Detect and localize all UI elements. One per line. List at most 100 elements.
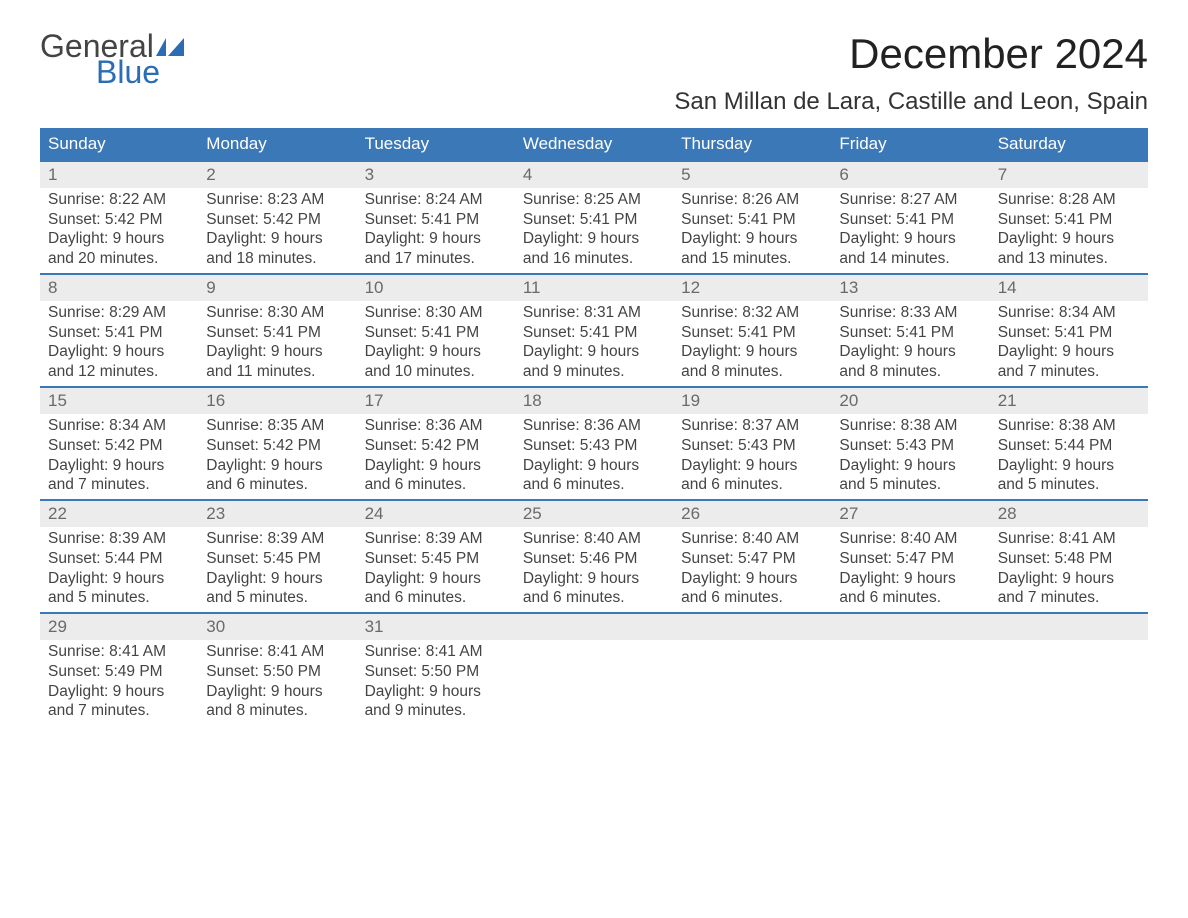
day-number: 13 <box>831 275 989 301</box>
day-number: 31 <box>357 614 515 640</box>
daylight-line-1: Daylight: 9 hours <box>48 342 190 362</box>
daylight-line-2: and 6 minutes. <box>206 475 348 495</box>
sunset-line: Sunset: 5:48 PM <box>998 549 1140 569</box>
daylight-line-1: Daylight: 9 hours <box>206 569 348 589</box>
day-number <box>831 614 989 640</box>
day-header: Thursday <box>673 128 831 160</box>
day-cell: Sunrise: 8:39 AMSunset: 5:45 PMDaylight:… <box>357 527 515 612</box>
daynum-row: 891011121314 <box>40 275 1148 301</box>
day-number: 16 <box>198 388 356 414</box>
sunrise-line: Sunrise: 8:39 AM <box>48 529 190 549</box>
day-number: 17 <box>357 388 515 414</box>
day-header: Tuesday <box>357 128 515 160</box>
daylight-line-1: Daylight: 9 hours <box>998 456 1140 476</box>
day-cell: Sunrise: 8:25 AMSunset: 5:41 PMDaylight:… <box>515 188 673 273</box>
day-cell: Sunrise: 8:34 AMSunset: 5:42 PMDaylight:… <box>40 414 198 499</box>
day-cell: Sunrise: 8:39 AMSunset: 5:45 PMDaylight:… <box>198 527 356 612</box>
day-number <box>515 614 673 640</box>
daylight-line-2: and 16 minutes. <box>523 249 665 269</box>
day-cell: Sunrise: 8:40 AMSunset: 5:46 PMDaylight:… <box>515 527 673 612</box>
day-number: 5 <box>673 162 831 188</box>
sunrise-line: Sunrise: 8:31 AM <box>523 303 665 323</box>
daylight-line-2: and 9 minutes. <box>365 701 507 721</box>
day-cell: Sunrise: 8:40 AMSunset: 5:47 PMDaylight:… <box>831 527 989 612</box>
day-cell: Sunrise: 8:35 AMSunset: 5:42 PMDaylight:… <box>198 414 356 499</box>
daylight-line-2: and 5 minutes. <box>48 588 190 608</box>
day-number: 8 <box>40 275 198 301</box>
day-number: 1 <box>40 162 198 188</box>
day-cell: Sunrise: 8:41 AMSunset: 5:48 PMDaylight:… <box>990 527 1148 612</box>
daynum-row: 1234567 <box>40 162 1148 188</box>
day-header: Saturday <box>990 128 1148 160</box>
day-cell: Sunrise: 8:38 AMSunset: 5:43 PMDaylight:… <box>831 414 989 499</box>
sunset-line: Sunset: 5:50 PM <box>206 662 348 682</box>
daylight-line-2: and 6 minutes. <box>839 588 981 608</box>
daylight-line-2: and 13 minutes. <box>998 249 1140 269</box>
day-cell: Sunrise: 8:39 AMSunset: 5:44 PMDaylight:… <box>40 527 198 612</box>
sunrise-line: Sunrise: 8:40 AM <box>681 529 823 549</box>
day-number: 15 <box>40 388 198 414</box>
sunrise-line: Sunrise: 8:29 AM <box>48 303 190 323</box>
daylight-line-2: and 10 minutes. <box>365 362 507 382</box>
calendar: SundayMondayTuesdayWednesdayThursdayFrid… <box>40 128 1148 725</box>
week: 1234567Sunrise: 8:22 AMSunset: 5:42 PMDa… <box>40 160 1148 273</box>
daylight-line-2: and 11 minutes. <box>206 362 348 382</box>
sunrise-line: Sunrise: 8:33 AM <box>839 303 981 323</box>
day-number: 4 <box>515 162 673 188</box>
daylight-line-2: and 8 minutes. <box>839 362 981 382</box>
sunrise-line: Sunrise: 8:36 AM <box>523 416 665 436</box>
daynum-row: 22232425262728 <box>40 501 1148 527</box>
sunset-line: Sunset: 5:42 PM <box>206 436 348 456</box>
day-body-row: Sunrise: 8:22 AMSunset: 5:42 PMDaylight:… <box>40 188 1148 273</box>
sunset-line: Sunset: 5:46 PM <box>523 549 665 569</box>
day-number: 18 <box>515 388 673 414</box>
day-body-row: Sunrise: 8:34 AMSunset: 5:42 PMDaylight:… <box>40 414 1148 499</box>
sunset-line: Sunset: 5:41 PM <box>998 210 1140 230</box>
day-number: 3 <box>357 162 515 188</box>
day-cell: Sunrise: 8:23 AMSunset: 5:42 PMDaylight:… <box>198 188 356 273</box>
day-header: Monday <box>198 128 356 160</box>
daylight-line-2: and 9 minutes. <box>523 362 665 382</box>
daylight-line-2: and 18 minutes. <box>206 249 348 269</box>
daylight-line-1: Daylight: 9 hours <box>998 229 1140 249</box>
sunset-line: Sunset: 5:41 PM <box>839 210 981 230</box>
daylight-line-2: and 6 minutes. <box>523 588 665 608</box>
sunrise-line: Sunrise: 8:30 AM <box>206 303 348 323</box>
daylight-line-1: Daylight: 9 hours <box>48 456 190 476</box>
day-header-row: SundayMondayTuesdayWednesdayThursdayFrid… <box>40 128 1148 160</box>
daylight-line-2: and 5 minutes. <box>206 588 348 608</box>
day-cell: Sunrise: 8:33 AMSunset: 5:41 PMDaylight:… <box>831 301 989 386</box>
day-number: 19 <box>673 388 831 414</box>
week: 22232425262728Sunrise: 8:39 AMSunset: 5:… <box>40 499 1148 612</box>
daylight-line-2: and 6 minutes. <box>681 475 823 495</box>
daylight-line-1: Daylight: 9 hours <box>839 229 981 249</box>
sunrise-line: Sunrise: 8:41 AM <box>365 642 507 662</box>
day-cell: Sunrise: 8:36 AMSunset: 5:42 PMDaylight:… <box>357 414 515 499</box>
daylight-line-2: and 20 minutes. <box>48 249 190 269</box>
location-subtitle: San Millan de Lara, Castille and Leon, S… <box>674 88 1148 116</box>
daylight-line-2: and 5 minutes. <box>998 475 1140 495</box>
sunset-line: Sunset: 5:42 PM <box>48 436 190 456</box>
sunrise-line: Sunrise: 8:41 AM <box>206 642 348 662</box>
day-number <box>990 614 1148 640</box>
day-number: 27 <box>831 501 989 527</box>
sunrise-line: Sunrise: 8:32 AM <box>681 303 823 323</box>
day-cell: Sunrise: 8:30 AMSunset: 5:41 PMDaylight:… <box>198 301 356 386</box>
daylight-line-1: Daylight: 9 hours <box>681 569 823 589</box>
daylight-line-2: and 12 minutes. <box>48 362 190 382</box>
day-number: 6 <box>831 162 989 188</box>
day-cell: Sunrise: 8:41 AMSunset: 5:49 PMDaylight:… <box>40 640 198 725</box>
sunrise-line: Sunrise: 8:38 AM <box>839 416 981 436</box>
daylight-line-1: Daylight: 9 hours <box>206 229 348 249</box>
daylight-line-1: Daylight: 9 hours <box>206 456 348 476</box>
day-cell <box>673 640 831 725</box>
daylight-line-2: and 7 minutes. <box>48 701 190 721</box>
daylight-line-1: Daylight: 9 hours <box>206 682 348 702</box>
daylight-line-1: Daylight: 9 hours <box>523 229 665 249</box>
day-body-row: Sunrise: 8:41 AMSunset: 5:49 PMDaylight:… <box>40 640 1148 725</box>
week: 15161718192021Sunrise: 8:34 AMSunset: 5:… <box>40 386 1148 499</box>
sunset-line: Sunset: 5:41 PM <box>48 323 190 343</box>
sunset-line: Sunset: 5:42 PM <box>48 210 190 230</box>
day-number: 7 <box>990 162 1148 188</box>
day-cell: Sunrise: 8:32 AMSunset: 5:41 PMDaylight:… <box>673 301 831 386</box>
